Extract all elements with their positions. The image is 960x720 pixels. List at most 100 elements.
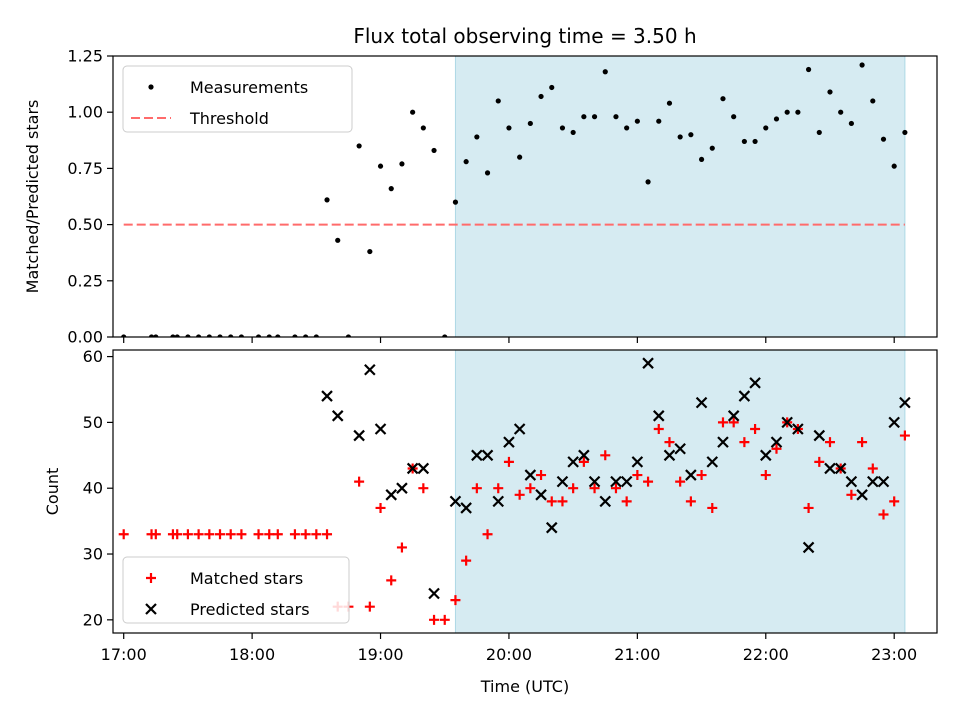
y-tick-label: 0.50 — [67, 215, 103, 234]
data-point — [517, 154, 523, 160]
highlight-span — [454, 349, 906, 634]
x-tick-label: 23:00 — [871, 645, 917, 664]
data-point — [824, 462, 836, 475]
data-point — [170, 334, 176, 337]
data-point — [353, 429, 365, 442]
data-point — [728, 417, 739, 428]
data-point — [709, 145, 715, 151]
legend-marker — [148, 84, 154, 90]
data-point — [738, 390, 751, 402]
legend-label: Measurements — [190, 78, 308, 97]
data-point — [150, 529, 161, 540]
data-point — [570, 129, 576, 136]
data-point — [196, 334, 202, 337]
data-point — [739, 437, 750, 448]
legend: Measurements Threshold — [122, 65, 353, 133]
data-point — [677, 134, 683, 140]
data-point — [493, 483, 504, 494]
y-tick-label: 0.00 — [67, 328, 103, 347]
data-point — [546, 496, 557, 507]
data-point — [557, 496, 568, 507]
series-measurements — [121, 62, 908, 337]
data-point — [356, 143, 362, 149]
data-point — [624, 125, 630, 131]
data-point — [228, 334, 234, 337]
data-point — [253, 529, 264, 540]
data-point — [856, 489, 868, 501]
data-point — [685, 469, 697, 481]
y-tick-label: 40 — [83, 479, 103, 498]
data-point — [324, 197, 330, 203]
data-point — [410, 109, 416, 115]
data-point — [770, 436, 783, 448]
data-point — [642, 357, 654, 369]
data-point — [589, 483, 600, 494]
data-point — [206, 334, 212, 337]
data-point — [888, 416, 900, 429]
data-point — [399, 161, 405, 167]
data-point — [867, 475, 879, 488]
data-point — [513, 423, 526, 435]
data-point — [255, 334, 262, 337]
data-point — [442, 334, 448, 337]
x-tick-label: 17:00 — [101, 645, 147, 664]
data-point — [367, 248, 373, 255]
data-point — [153, 334, 159, 337]
data-point — [653, 423, 664, 434]
data-point — [364, 601, 375, 612]
data-point — [664, 437, 675, 448]
data-point — [752, 138, 758, 145]
data-point — [688, 132, 694, 138]
data-point — [750, 423, 761, 434]
data-point — [675, 476, 686, 487]
x-tick-label: 21:00 — [614, 645, 660, 664]
legend-box — [122, 65, 353, 133]
x-tick-label: 22:00 — [743, 645, 789, 664]
data-point — [321, 390, 333, 402]
y-tick-label: 0.75 — [67, 159, 103, 178]
data-point — [471, 483, 482, 494]
x-tick-label: 20:00 — [486, 645, 532, 664]
data-point — [406, 462, 419, 475]
legend: Matched stars Predicted stars — [122, 556, 350, 624]
data-point — [578, 449, 590, 462]
y-axis-label: Matched/Predicted stars — [23, 100, 42, 294]
data-point — [418, 483, 429, 494]
data-point — [760, 470, 771, 481]
data-point — [495, 98, 501, 104]
data-point — [727, 410, 740, 422]
data-point — [610, 483, 621, 494]
legend-label: Matched stars — [190, 569, 303, 588]
data-point — [610, 475, 622, 488]
data-point — [374, 423, 387, 435]
series-predicted-stars — [321, 357, 911, 600]
highlight-span — [454, 55, 906, 338]
data-point — [816, 129, 822, 136]
data-point — [674, 442, 686, 455]
data-point — [538, 93, 544, 100]
data-point — [760, 449, 772, 462]
y-tick-label: 0.25 — [67, 271, 103, 290]
data-point — [620, 475, 633, 488]
data-point — [652, 410, 665, 422]
data-point — [803, 502, 814, 513]
data-point — [634, 118, 640, 124]
data-point — [867, 463, 878, 474]
y-tick-label: 60 — [83, 347, 103, 366]
data-point — [417, 462, 430, 475]
data-point — [311, 529, 322, 540]
data-point — [902, 129, 908, 136]
bottom-panel-count: 20 30 40 50 60 17:00 18:00 19:00 20:00 21:00 22:00… — [43, 347, 938, 664]
figure-title: Flux total observing time = 3.50 h — [353, 24, 696, 48]
data-point — [567, 456, 579, 468]
legend-label: Threshold — [189, 109, 269, 128]
y-axis-label: Count — [43, 468, 62, 516]
data-point — [525, 483, 536, 494]
data-point — [185, 334, 191, 337]
data-point — [717, 417, 728, 428]
data-point — [289, 529, 300, 540]
data-point — [591, 114, 598, 120]
data-point — [771, 443, 782, 454]
data-point — [388, 186, 394, 192]
data-point — [848, 120, 854, 127]
